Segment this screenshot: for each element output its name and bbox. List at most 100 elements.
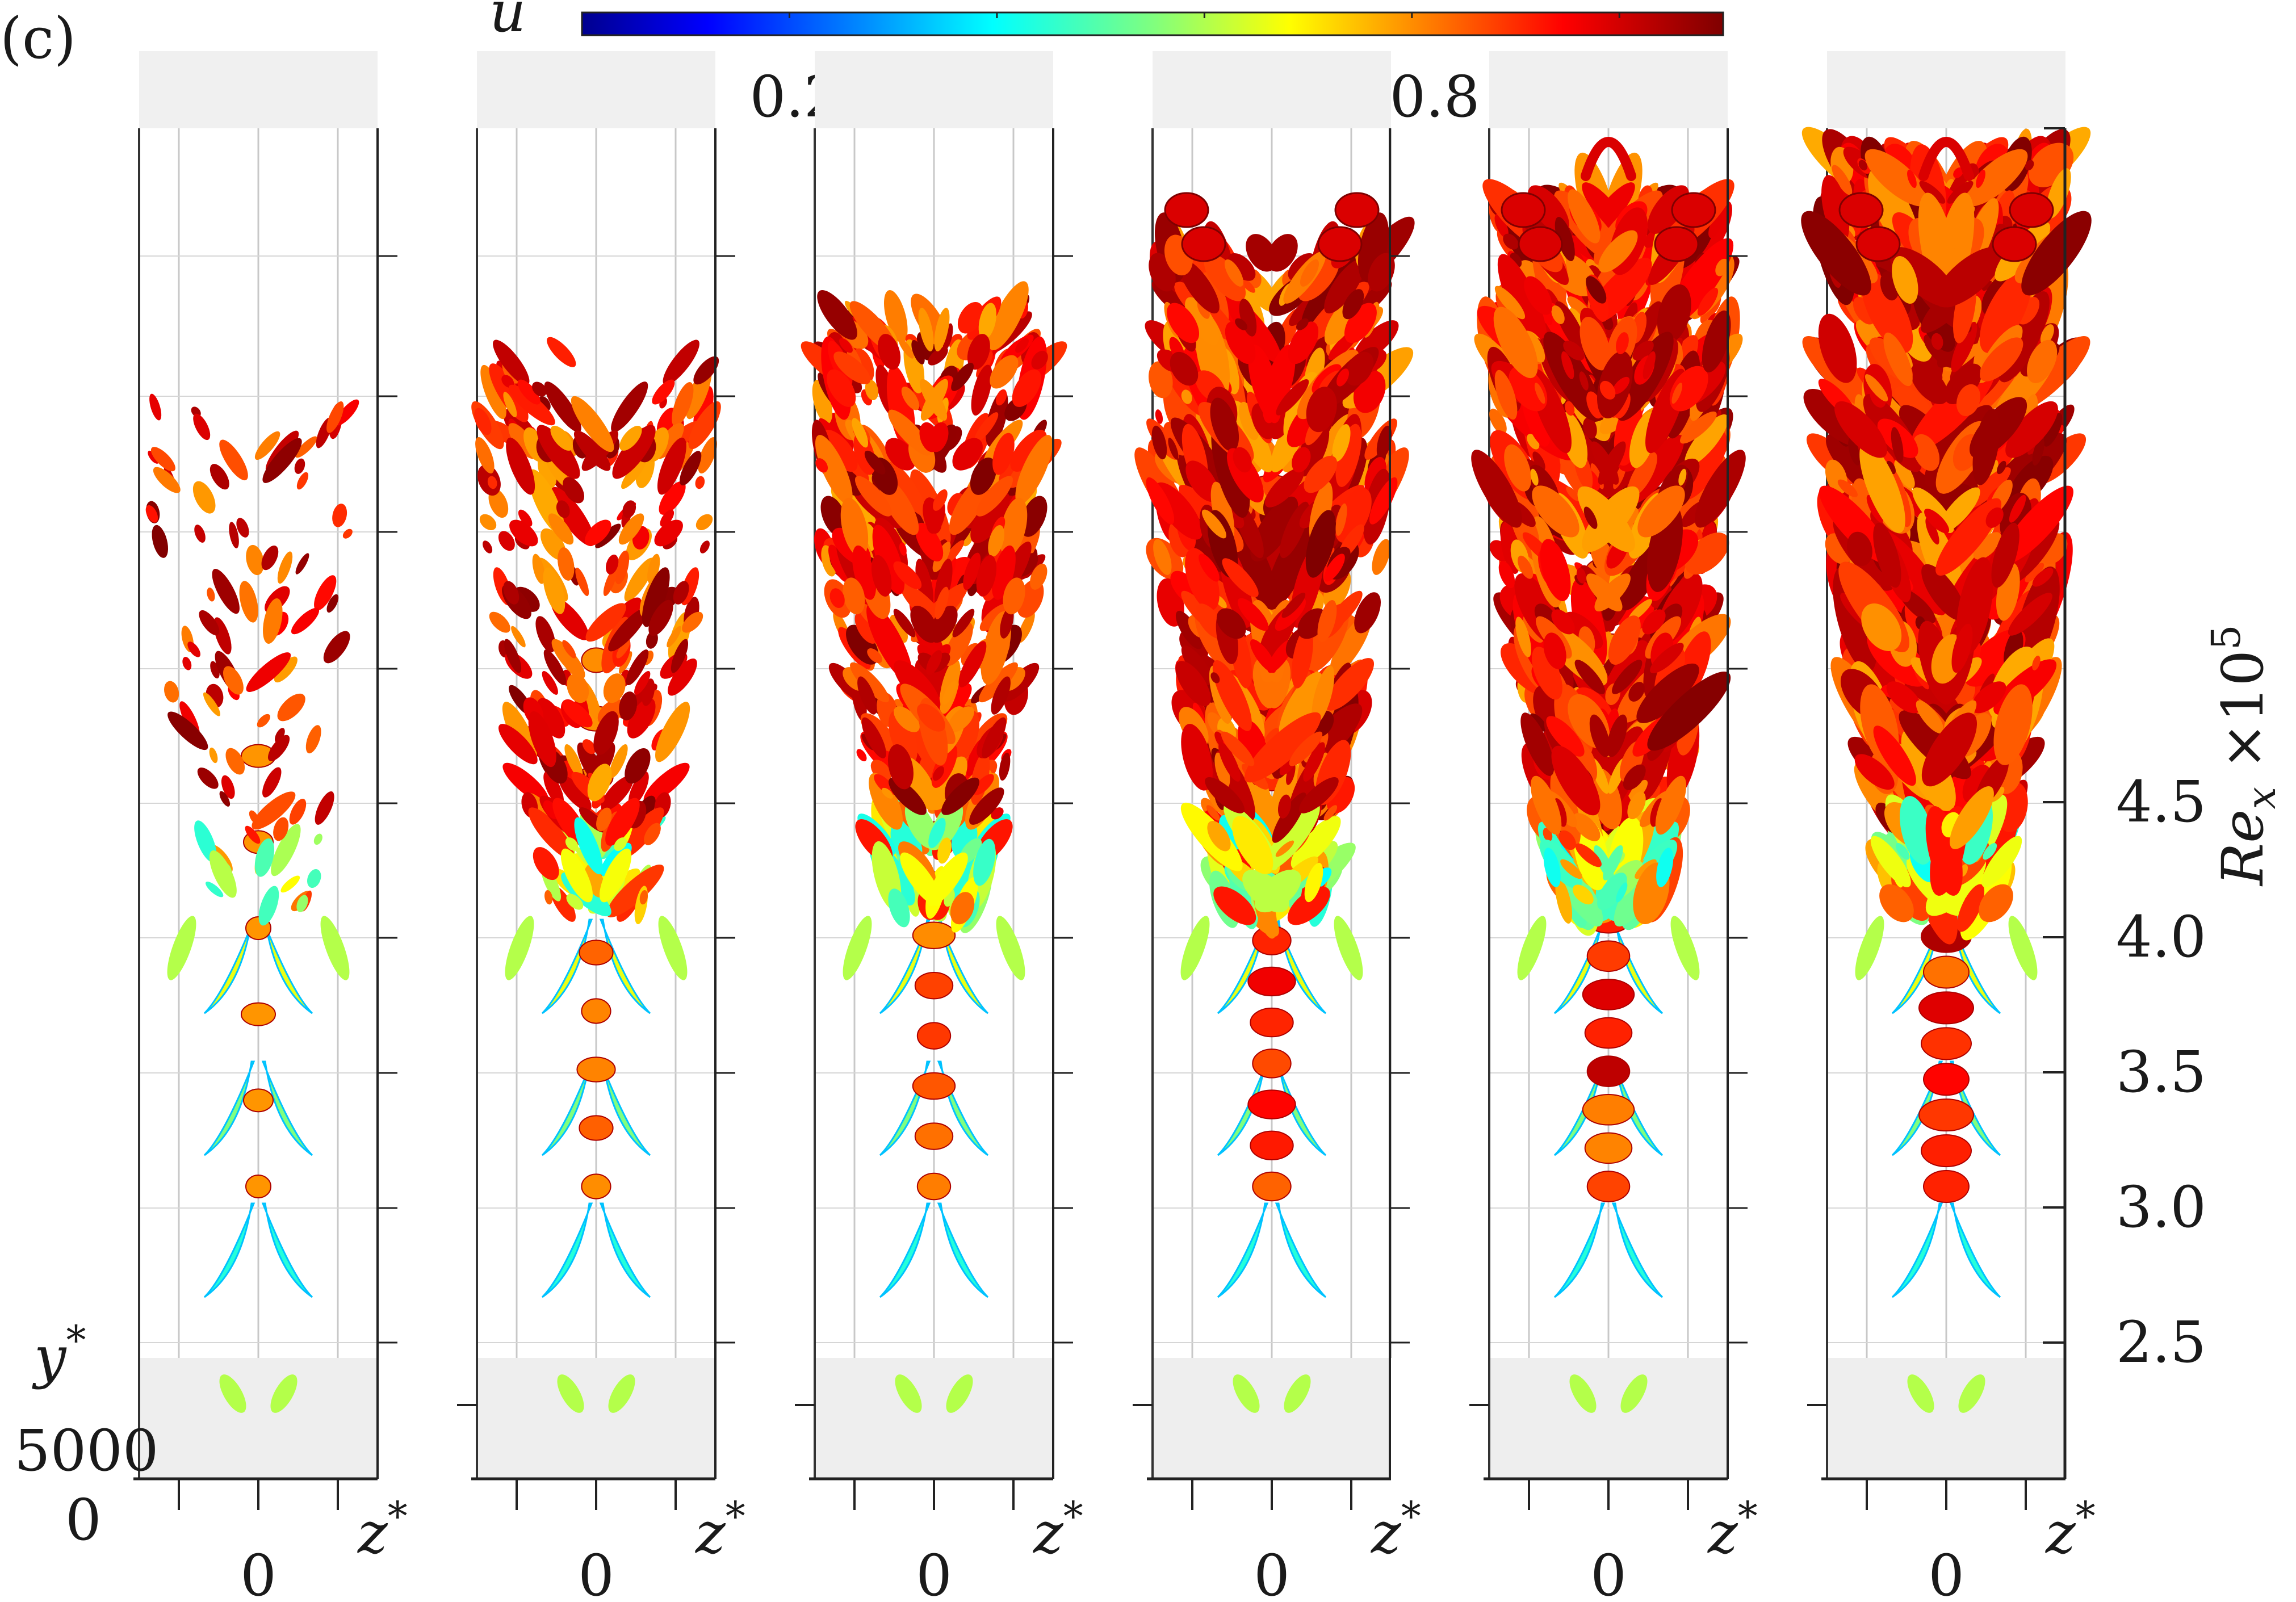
- vortex-blob: [150, 447, 175, 472]
- vortex-blob: [978, 303, 996, 340]
- vortex-blob: [1146, 477, 1175, 525]
- panel-3: 0 z*: [714, 51, 1083, 1602]
- vortex-blob: [223, 666, 244, 695]
- vortex-blob: [1244, 712, 1321, 783]
- vortex-blob: [1566, 486, 1580, 501]
- vortex-blob: [1636, 663, 1699, 723]
- vortex-blob: [511, 626, 526, 648]
- vortex-blob: [1848, 438, 1861, 466]
- vortex-blob: [929, 605, 958, 643]
- upper-vortex: [1992, 226, 2037, 262]
- vortex-blob: [1603, 845, 1623, 880]
- vortex-blob: [1576, 568, 1586, 584]
- vortex-blob: [1354, 592, 1381, 634]
- vortex-head: [1921, 1134, 1972, 1168]
- vortex-blob: [501, 375, 514, 388]
- vortex-blob: [887, 462, 926, 516]
- vortex-blob: [1222, 558, 1259, 597]
- vortex-blob: [864, 450, 886, 475]
- vortex-blob: [1873, 725, 1916, 786]
- vortex-blob: [1627, 452, 1657, 498]
- vortex-blob: [1181, 389, 1192, 404]
- vortex-blob: [1264, 728, 1279, 744]
- vortex-blob: [585, 603, 626, 642]
- vortex-blob: [1291, 816, 1341, 869]
- vortex-blob: [843, 577, 865, 615]
- z-axis-label: z*: [695, 1493, 745, 1566]
- vortex-blob: [291, 607, 320, 635]
- vortex-blob: [1543, 848, 1561, 887]
- vortex-blob: [1296, 318, 1309, 330]
- right-axis-tick-label: 3.5: [2116, 1039, 2206, 1105]
- vortex-blob: [693, 356, 719, 385]
- vortex-blob: [1921, 712, 1977, 787]
- vortex-head: [1252, 1049, 1292, 1079]
- vortex-blob: [1214, 752, 1230, 788]
- vortex-blob: [1883, 332, 1913, 387]
- vortex-blob: [1543, 632, 1566, 669]
- vortex-blob: [927, 852, 968, 907]
- vortex-blob: [821, 430, 858, 472]
- vortex-blob: [857, 676, 877, 715]
- vortex-blob: [976, 351, 993, 378]
- vortex-blob: [919, 422, 939, 452]
- vortex-head: [912, 1072, 956, 1100]
- vortex-blob: [595, 523, 621, 548]
- vortex-blob: [1572, 884, 1594, 905]
- vortex-blob: [1976, 169, 1985, 188]
- vortex-blob: [874, 774, 895, 795]
- vortex-blob: [884, 290, 908, 343]
- vortex-blob: [1494, 370, 1518, 420]
- vortex-blob: [587, 764, 612, 802]
- vortex-blob: [1221, 731, 1255, 766]
- side-streak: [1670, 916, 1700, 980]
- vortex-structures: [1471, 137, 1746, 1413]
- z-axis-tick-0: 0: [1254, 1542, 1290, 1602]
- vortex-head: [1250, 1007, 1294, 1038]
- vortex-leg: [1233, 1374, 1260, 1413]
- vortex-blob: [1262, 345, 1296, 423]
- vortex-head: [914, 1122, 954, 1150]
- vortex-blob: [1292, 447, 1311, 473]
- vortex-blob: [1210, 672, 1220, 683]
- vortex-blob: [827, 369, 856, 407]
- vortex-blob: [289, 799, 307, 825]
- vortex-blob: [1201, 509, 1226, 539]
- vortex-blob: [942, 680, 957, 705]
- vortex-blob: [1981, 836, 2022, 887]
- vortex-blob: [1235, 318, 1248, 330]
- side-streak: [1334, 916, 1363, 980]
- vortex-blob: [307, 869, 321, 888]
- vortex-leg: [946, 1374, 973, 1413]
- vortex-blob: [881, 787, 894, 799]
- vortex-blob: [1020, 496, 1048, 537]
- vortex-blob: [1979, 271, 2031, 353]
- vortex-blob: [1685, 532, 1729, 574]
- vortex-blob: [562, 640, 576, 659]
- z-axis-label: z*: [1707, 1493, 1758, 1566]
- vortex-blob: [1900, 796, 1934, 865]
- vortex-blob: [865, 379, 879, 400]
- vortex-blob: [1623, 764, 1646, 790]
- lambda-vortex-leg: [599, 1202, 651, 1298]
- vortex-blob: [840, 497, 869, 557]
- vortex-blob: [236, 518, 249, 538]
- vortex-blob: [246, 652, 291, 692]
- vortex-blob: [663, 339, 699, 385]
- vortex-blob: [1168, 437, 1179, 460]
- vortex-blob: [1151, 425, 1167, 460]
- vortex-blob: [1586, 573, 1623, 612]
- vortex-blob: [643, 762, 690, 804]
- vortex-blob: [517, 379, 541, 405]
- vortex-blob: [537, 425, 580, 479]
- vortex-structures: [801, 281, 1067, 1413]
- vortex-blob: [1336, 368, 1350, 387]
- vortex-blob: [616, 640, 630, 659]
- vortex-blob: [673, 581, 689, 605]
- vortex-blob: [480, 364, 506, 420]
- vortex-blob: [1532, 485, 1579, 538]
- vortex-blob: [1921, 564, 1966, 621]
- vortex-blob: [901, 386, 920, 410]
- vortex-blob: [573, 430, 611, 471]
- vortex-blob: [332, 504, 347, 527]
